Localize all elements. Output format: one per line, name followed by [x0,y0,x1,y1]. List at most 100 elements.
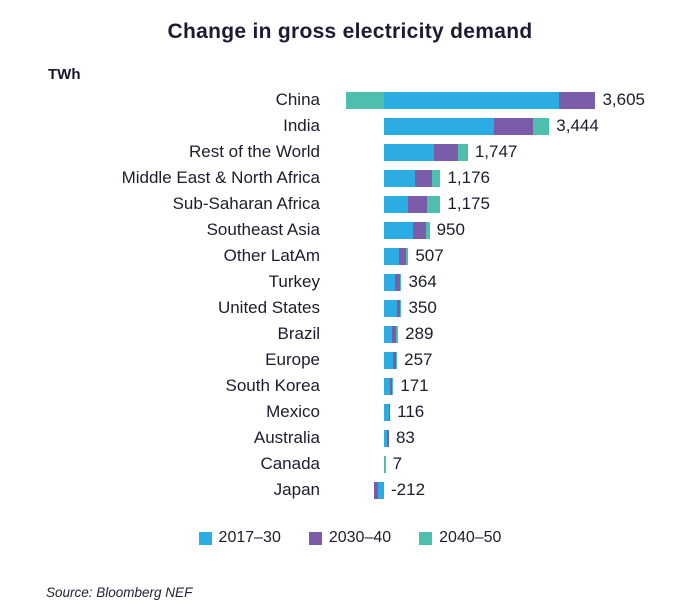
category-label: Turkey [268,272,320,291]
category-label: Southeast Asia [206,220,320,239]
bar-zone: 1,175 [320,191,700,217]
chart-row: Mexico 116 [8,399,700,425]
bar-segment [399,273,402,291]
value-label: 3,605 [602,90,645,109]
bar-zone: 116 [320,399,700,425]
bar-segment [414,169,432,187]
bar-segment [384,377,390,395]
category-label: India [283,116,320,135]
value-label: -212 [391,480,426,499]
bar-segment [384,325,393,343]
legend-item-2040-50: 2040–50 [419,529,501,547]
bar-zone: 83 [320,425,700,451]
value-label: 1,175 [447,194,490,213]
bar-segment [406,247,409,265]
chart-row: Canada 7 [8,451,700,477]
category-label: Brazil [277,324,320,343]
bar-segment [384,429,388,447]
value-label: 257 [404,350,433,369]
category-label: South Korea [225,376,320,395]
bar-segment [558,91,596,109]
bar-segment [384,143,435,161]
source-note: Source: Bloomberg NEF [46,585,193,600]
chart-row: Europe 257 [8,347,700,373]
bar-segment [494,117,533,135]
category-label: Other LatAm [223,246,320,265]
category-label: Canada [260,454,320,473]
bar-segment [384,195,408,213]
value-label: 289 [405,324,434,343]
bar-segment [393,351,396,369]
value-label: 1,176 [447,168,490,187]
bar-zone: 950 [320,217,700,243]
bar-chart: China 3,605 India 3,444 Rest of the World 1,7… [8,87,700,503]
category-label: Mexico [266,402,320,421]
legend-item-2017-30: 2017–30 [198,529,281,547]
bar-segment [390,377,392,395]
bar-zone: 3,444 [320,113,700,139]
bar-segment [412,221,426,239]
bar-segment [388,403,391,421]
legend-item-2030-40: 2030–40 [308,529,392,547]
category-label: United States [217,298,320,317]
chart-row: Middle East & North Africa 1,176 [8,165,700,191]
bar-segment [378,481,384,499]
chart-row: South Korea 171 [8,373,700,399]
chart-row: Japan -212 [8,477,700,503]
category-label: Australia [253,428,320,447]
category-label: Middle East & North Africa [121,168,320,187]
bar-segment [399,247,407,265]
bar-zone: 289 [320,321,700,347]
chart-row: Other LatAm 507 [8,243,700,269]
chart-row: Rest of the World 1,747 [8,139,700,165]
chart-rows: China 3,605 India 3,444 Rest of the World 1,7… [8,87,700,503]
bar-segment [408,195,428,213]
bar-segment [391,377,394,395]
bar-zone: 364 [320,269,700,295]
chart-title: Change in gross electricity demand [167,20,533,43]
bar-zone: -212 [320,477,700,503]
bar-zone: 507 [320,243,700,269]
bar-segment [384,455,386,473]
bar-segment [384,403,389,421]
bar-segment [345,91,384,109]
value-label: 116 [397,402,425,421]
bar-segment [384,221,413,239]
bar-segment [396,325,399,343]
bar-zone: 350 [320,295,700,321]
bar-segment [458,143,468,161]
bar-segment [384,117,495,135]
legend-label: 2030–40 [328,529,392,546]
unit-label: TWh [48,66,81,83]
category-label: China [275,90,320,109]
bar-zone: 257 [320,347,700,373]
value-label: 950 [436,220,465,239]
value-label: 350 [408,298,437,317]
bar-segment [384,169,415,187]
bar-segment [384,299,397,317]
category-label: Sub-Saharan Africa [172,194,320,213]
bar-segment [384,273,396,291]
value-label: 7 [392,454,403,473]
value-label: 3,444 [556,116,599,135]
chart-row: Australia 83 [8,425,700,451]
bar-segment [396,299,400,317]
chart-row: India 3,444 [8,113,700,139]
legend-swatch [198,531,212,545]
bar-segment [399,299,402,317]
category-label: Rest of the World [188,142,320,161]
bar-segment [425,221,430,239]
chart-row: Southeast Asia 950 [8,217,700,243]
chart-row: Sub-Saharan Africa 1,175 [8,191,700,217]
category-label: Europe [265,350,320,369]
bar-segment [392,325,397,343]
value-label: 171 [400,376,429,395]
legend-label: 2017–30 [218,529,281,546]
bar-segment [434,143,459,161]
bar-segment [395,273,400,291]
bar-zone: 3,605 [320,87,700,113]
bar-segment [387,429,389,447]
chart-row: Brazil 289 [8,321,700,347]
value-label: 507 [415,246,444,265]
